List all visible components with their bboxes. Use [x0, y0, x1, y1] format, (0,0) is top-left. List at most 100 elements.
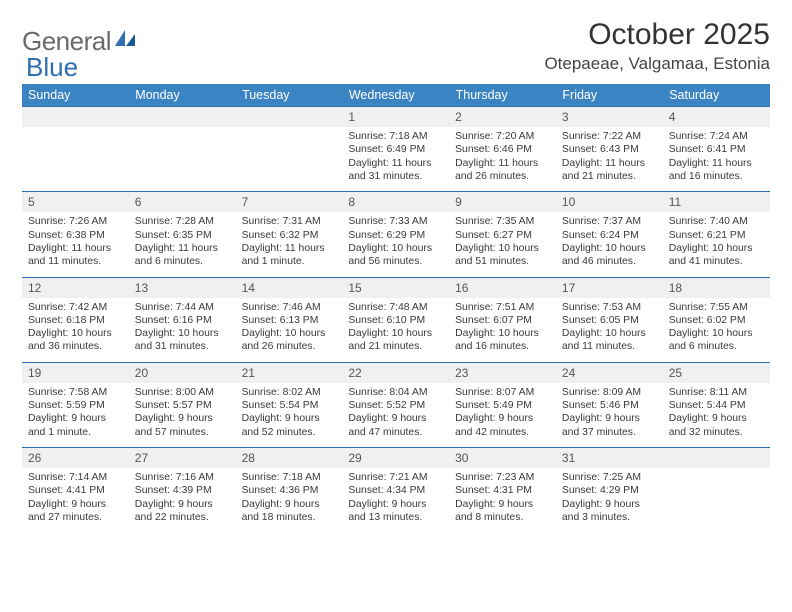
sunrise-line: Sunrise: 8:07 AM	[455, 386, 550, 399]
daylight-line: Daylight: 10 hours and 16 minutes.	[455, 327, 550, 354]
sunrise-line: Sunrise: 7:48 AM	[348, 301, 443, 314]
day-number-cell: 13	[129, 277, 236, 298]
day-number-cell: 12	[22, 277, 129, 298]
day-info-cell: Sunrise: 7:24 AMSunset: 6:41 PMDaylight:…	[663, 127, 770, 192]
day-info-cell: Sunrise: 7:31 AMSunset: 6:32 PMDaylight:…	[236, 212, 343, 277]
day-number-cell: 5	[22, 192, 129, 213]
sunrise-line: Sunrise: 7:18 AM	[348, 130, 443, 143]
daylight-line: Daylight: 11 hours and 6 minutes.	[135, 242, 230, 269]
sunset-line: Sunset: 6:13 PM	[242, 314, 337, 327]
header: General October 2025 Otepaeae, Valgamaa,…	[22, 18, 770, 74]
calendar: SundayMondayTuesdayWednesdayThursdayFrid…	[22, 84, 770, 532]
sunset-line: Sunset: 6:41 PM	[669, 143, 764, 156]
day-number-cell	[236, 107, 343, 128]
daylight-line: Daylight: 9 hours and 1 minute.	[28, 412, 123, 439]
day-info-cell: Sunrise: 8:04 AMSunset: 5:52 PMDaylight:…	[342, 383, 449, 448]
daylight-line: Daylight: 11 hours and 11 minutes.	[28, 242, 123, 269]
sunrise-line: Sunrise: 7:25 AM	[562, 471, 657, 484]
sunset-line: Sunset: 4:41 PM	[28, 484, 123, 497]
day-number-cell: 28	[236, 448, 343, 469]
daylight-line: Daylight: 10 hours and 41 minutes.	[669, 242, 764, 269]
day-number-cell: 6	[129, 192, 236, 213]
day-number-cell: 22	[342, 362, 449, 383]
day-info-cell: Sunrise: 7:58 AMSunset: 5:59 PMDaylight:…	[22, 383, 129, 448]
day-number-cell: 10	[556, 192, 663, 213]
sunrise-line: Sunrise: 7:58 AM	[28, 386, 123, 399]
day-info-cell: Sunrise: 7:21 AMSunset: 4:34 PMDaylight:…	[342, 468, 449, 532]
sunset-line: Sunset: 6:35 PM	[135, 229, 230, 242]
day-info-cell: Sunrise: 7:42 AMSunset: 6:18 PMDaylight:…	[22, 298, 129, 363]
day-number-cell	[129, 107, 236, 128]
day-info-cell: Sunrise: 7:53 AMSunset: 6:05 PMDaylight:…	[556, 298, 663, 363]
day-header: Friday	[556, 84, 663, 107]
day-info-cell: Sunrise: 7:23 AMSunset: 4:31 PMDaylight:…	[449, 468, 556, 532]
sunrise-line: Sunrise: 7:23 AM	[455, 471, 550, 484]
daylight-line: Daylight: 11 hours and 16 minutes.	[669, 157, 764, 184]
day-info-cell: Sunrise: 8:02 AMSunset: 5:54 PMDaylight:…	[236, 383, 343, 448]
daylight-line: Daylight: 9 hours and 37 minutes.	[562, 412, 657, 439]
day-number-cell: 4	[663, 107, 770, 128]
daylight-line: Daylight: 10 hours and 46 minutes.	[562, 242, 657, 269]
day-header: Tuesday	[236, 84, 343, 107]
day-number-cell: 19	[22, 362, 129, 383]
daylight-line: Daylight: 9 hours and 52 minutes.	[242, 412, 337, 439]
sunrise-line: Sunrise: 7:26 AM	[28, 215, 123, 228]
daylight-line: Daylight: 10 hours and 31 minutes.	[135, 327, 230, 354]
sunset-line: Sunset: 5:46 PM	[562, 399, 657, 412]
day-number-cell	[22, 107, 129, 128]
sunrise-line: Sunrise: 8:00 AM	[135, 386, 230, 399]
day-number-cell: 1	[342, 107, 449, 128]
day-number-cell: 30	[449, 448, 556, 469]
day-number-cell: 29	[342, 448, 449, 469]
sunrise-line: Sunrise: 7:35 AM	[455, 215, 550, 228]
day-info-cell: Sunrise: 7:14 AMSunset: 4:41 PMDaylight:…	[22, 468, 129, 532]
daylight-line: Daylight: 9 hours and 3 minutes.	[562, 498, 657, 525]
day-number-cell: 27	[129, 448, 236, 469]
day-number-cell: 17	[556, 277, 663, 298]
sunset-line: Sunset: 4:36 PM	[242, 484, 337, 497]
day-number-cell: 14	[236, 277, 343, 298]
day-number-cell: 2	[449, 107, 556, 128]
sunrise-line: Sunrise: 8:09 AM	[562, 386, 657, 399]
sunrise-line: Sunrise: 7:51 AM	[455, 301, 550, 314]
day-info-cell: Sunrise: 7:44 AMSunset: 6:16 PMDaylight:…	[129, 298, 236, 363]
sunset-line: Sunset: 6:10 PM	[348, 314, 443, 327]
location: Otepaeae, Valgamaa, Estonia	[544, 54, 770, 74]
day-header: Wednesday	[342, 84, 449, 107]
calendar-body: 1234 Sunrise: 7:18 AMSunset: 6:49 PMDayl…	[22, 107, 770, 533]
daylight-line: Daylight: 9 hours and 18 minutes.	[242, 498, 337, 525]
daylight-line: Daylight: 10 hours and 11 minutes.	[562, 327, 657, 354]
daylight-line: Daylight: 9 hours and 47 minutes.	[348, 412, 443, 439]
daylight-line: Daylight: 10 hours and 36 minutes.	[28, 327, 123, 354]
day-info-cell	[129, 127, 236, 192]
sunset-line: Sunset: 6:02 PM	[669, 314, 764, 327]
day-number-cell: 18	[663, 277, 770, 298]
sunset-line: Sunset: 6:46 PM	[455, 143, 550, 156]
sunset-line: Sunset: 6:18 PM	[28, 314, 123, 327]
daylight-line: Daylight: 9 hours and 57 minutes.	[135, 412, 230, 439]
sunset-line: Sunset: 6:21 PM	[669, 229, 764, 242]
logo-text-blue: Blue	[26, 52, 78, 83]
daylight-line: Daylight: 9 hours and 42 minutes.	[455, 412, 550, 439]
sunset-line: Sunset: 4:31 PM	[455, 484, 550, 497]
daylight-line: Daylight: 11 hours and 21 minutes.	[562, 157, 657, 184]
day-info-cell: Sunrise: 7:33 AMSunset: 6:29 PMDaylight:…	[342, 212, 449, 277]
day-number-cell	[663, 448, 770, 469]
sunrise-line: Sunrise: 7:16 AM	[135, 471, 230, 484]
sunrise-line: Sunrise: 8:04 AM	[348, 386, 443, 399]
day-header: Thursday	[449, 84, 556, 107]
sunrise-line: Sunrise: 7:53 AM	[562, 301, 657, 314]
sunset-line: Sunset: 5:57 PM	[135, 399, 230, 412]
sunset-line: Sunset: 5:44 PM	[669, 399, 764, 412]
sunrise-line: Sunrise: 7:31 AM	[242, 215, 337, 228]
sunset-line: Sunset: 5:52 PM	[348, 399, 443, 412]
day-number-cell: 7	[236, 192, 343, 213]
sunset-line: Sunset: 6:29 PM	[348, 229, 443, 242]
day-info-cell: Sunrise: 7:22 AMSunset: 6:43 PMDaylight:…	[556, 127, 663, 192]
day-number-cell: 31	[556, 448, 663, 469]
sunset-line: Sunset: 6:32 PM	[242, 229, 337, 242]
sunrise-line: Sunrise: 7:24 AM	[669, 130, 764, 143]
day-number-cell: 3	[556, 107, 663, 128]
sunrise-line: Sunrise: 7:46 AM	[242, 301, 337, 314]
sunrise-line: Sunrise: 7:22 AM	[562, 130, 657, 143]
